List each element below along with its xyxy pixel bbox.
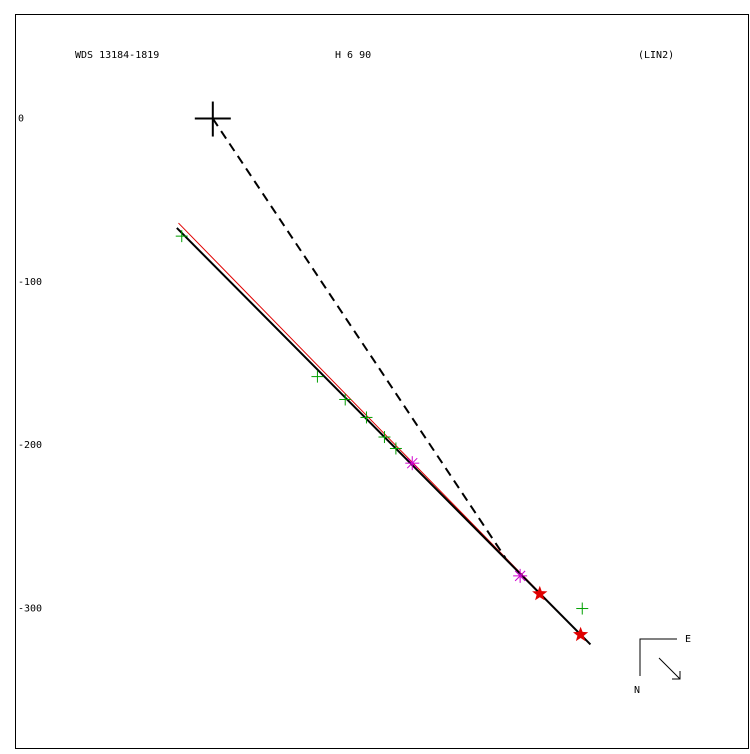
cross-marker: [194, 101, 231, 137]
asterisk-marker: [405, 456, 420, 471]
compass-north: N: [634, 685, 640, 696]
asterisk-marker: [513, 568, 528, 583]
compass-east: E: [685, 634, 691, 645]
plus-marker: [389, 442, 402, 455]
star-shape: [573, 626, 589, 642]
star-marker: [573, 626, 589, 642]
plus-marker: [175, 230, 188, 243]
y-tick-label: -100: [18, 277, 42, 288]
star-shape: [532, 585, 548, 601]
y-tick-label: -200: [18, 440, 42, 451]
marker-stroke: [514, 570, 526, 582]
plus-marker: [311, 370, 324, 383]
compass-arrowhead: [672, 671, 681, 680]
marker-stroke: [406, 457, 418, 469]
star-marker: [532, 585, 548, 601]
compass-arrow: [658, 657, 681, 680]
frame: [15, 14, 749, 749]
chart-title: WDS 13184-1819: [75, 50, 159, 61]
plus-marker: [360, 411, 373, 424]
dashed-line: [211, 117, 507, 559]
plus-marker: [339, 393, 352, 406]
plus-marker: [576, 602, 589, 615]
y-tick-label: -300: [18, 604, 42, 615]
plus-marker: [378, 431, 391, 444]
compass: [639, 638, 681, 680]
annotation: (LIN2): [638, 50, 674, 61]
compass-axes: [639, 638, 677, 676]
chart-subtitle: H 6 90: [335, 50, 371, 61]
fit-line: [176, 227, 592, 646]
y-tick-label: 0: [18, 114, 24, 125]
